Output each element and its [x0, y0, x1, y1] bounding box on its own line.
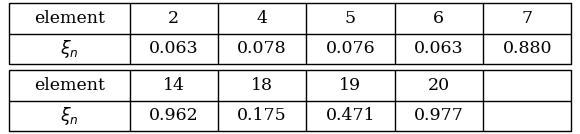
Text: 19: 19	[339, 77, 361, 94]
Text: element: element	[34, 10, 104, 27]
Text: 0.471: 0.471	[325, 107, 375, 124]
Text: 14: 14	[163, 77, 185, 94]
Text: 2: 2	[168, 10, 179, 27]
Text: 6: 6	[433, 10, 444, 27]
Text: 0.175: 0.175	[237, 107, 287, 124]
Text: 0.962: 0.962	[149, 107, 199, 124]
Text: element: element	[34, 77, 104, 94]
Text: 7: 7	[521, 10, 532, 27]
Text: 18: 18	[251, 77, 273, 94]
Text: $\xi_n$: $\xi_n$	[60, 38, 78, 60]
Text: 0.076: 0.076	[325, 40, 375, 57]
Text: 5: 5	[345, 10, 356, 27]
Text: 0.880: 0.880	[502, 40, 552, 57]
Text: 0.063: 0.063	[149, 40, 198, 57]
Text: 0.063: 0.063	[414, 40, 463, 57]
Text: 0.977: 0.977	[414, 107, 464, 124]
Text: 4: 4	[257, 10, 267, 27]
Text: 0.078: 0.078	[237, 40, 287, 57]
Text: $\xi_n$: $\xi_n$	[60, 105, 78, 127]
Text: 20: 20	[427, 77, 450, 94]
